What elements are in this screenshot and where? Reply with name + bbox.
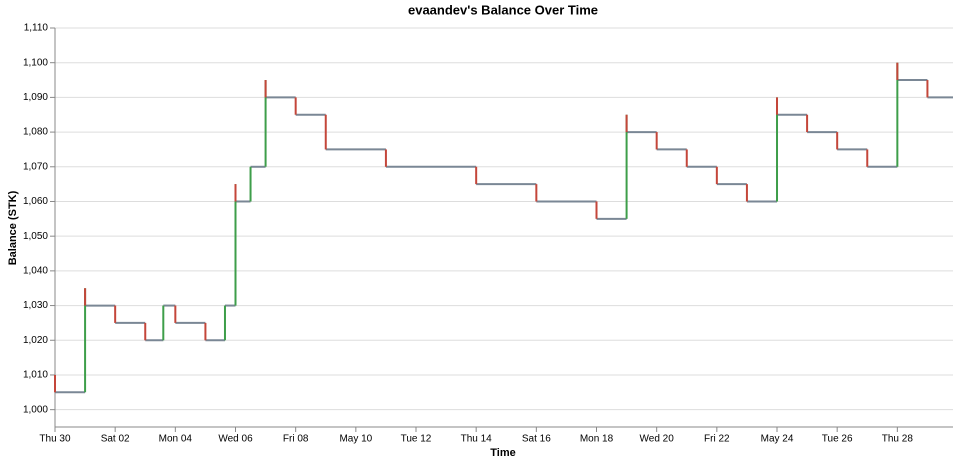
y-axis-label: Balance (STK): [7, 190, 19, 265]
y-tick-label: 1,050: [23, 231, 48, 242]
y-tick-label: 1,010: [23, 370, 48, 381]
x-tick-label: Tue 26: [822, 434, 853, 445]
y-tick-label: 1,020: [23, 335, 48, 346]
x-tick-label: Thu 14: [461, 434, 493, 445]
x-tick-label: Thu 30: [39, 434, 71, 445]
y-tick-label: 1,100: [23, 57, 48, 68]
x-tick-label: Fri 22: [704, 434, 730, 445]
y-tick-label: 1,030: [23, 300, 48, 311]
y-tick-label: 1,040: [23, 266, 48, 277]
chart-title: evaandev's Balance Over Time: [408, 2, 598, 17]
y-tick-label: 1,060: [23, 196, 48, 207]
x-axis-label: Time: [490, 447, 515, 459]
x-tick-label: Tue 12: [401, 434, 432, 445]
x-tick-label: Mon 18: [580, 434, 614, 445]
x-tick-label: May 10: [339, 434, 372, 445]
x-tick-label: Sat 02: [101, 434, 130, 445]
x-tick-label: Mon 04: [159, 434, 193, 445]
x-tick-label: Wed 06: [218, 434, 253, 445]
y-tick-label: 1,090: [23, 92, 48, 103]
y-tick-label: 1,110: [24, 23, 49, 34]
x-tick-label: May 24: [761, 434, 794, 445]
x-tick-label: Thu 28: [882, 434, 914, 445]
x-tick-label: Fri 08: [283, 434, 309, 445]
y-tick-label: 1,080: [23, 127, 48, 138]
y-tick-label: 1,070: [23, 161, 48, 172]
x-tick-label: Sat 16: [522, 434, 551, 445]
x-tick-label: Wed 20: [640, 434, 675, 445]
y-tick-label: 1,000: [23, 404, 48, 415]
